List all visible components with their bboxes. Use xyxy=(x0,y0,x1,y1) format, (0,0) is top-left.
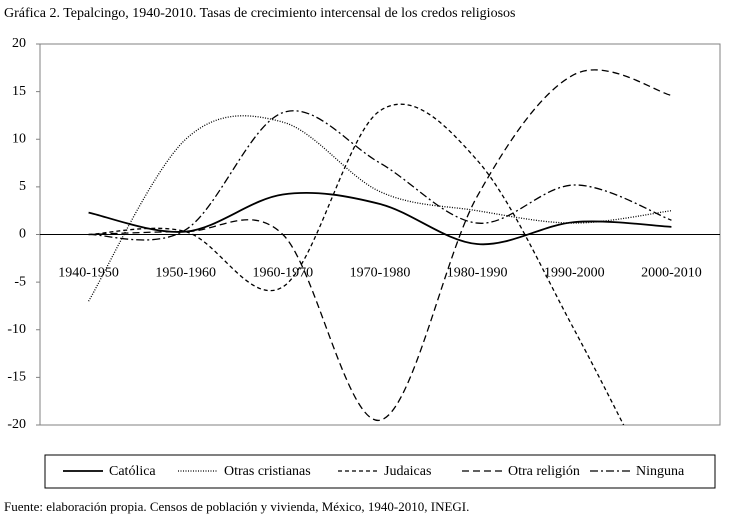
legend-label: Otra religión xyxy=(508,464,580,479)
y-tick-label: 0 xyxy=(19,227,26,242)
x-tick-label: 1980-1990 xyxy=(447,266,508,281)
source-note: Fuente: elaboración propia. Censos de po… xyxy=(4,499,469,514)
series-line xyxy=(88,110,672,241)
x-tick-label: 1990-2000 xyxy=(544,266,605,281)
y-tick-label: 20 xyxy=(12,36,26,51)
x-tick-label: 1940-1950 xyxy=(58,266,119,281)
y-tick-label: -20 xyxy=(7,417,26,432)
legend-label: Ninguna xyxy=(636,464,685,479)
y-tick-label: 5 xyxy=(19,179,26,194)
legend-label: Judaicas xyxy=(384,464,431,479)
series-line xyxy=(88,103,625,425)
chart-title: Gráfica 2. Tepalcingo, 1940-2010. Tasas … xyxy=(4,6,515,21)
series-line xyxy=(88,115,672,302)
y-tick-label: 10 xyxy=(12,131,26,146)
x-tick-label: 1970-1980 xyxy=(350,266,411,281)
y-tick-label: -10 xyxy=(7,322,26,337)
series-line xyxy=(88,69,672,421)
y-tick-label: -15 xyxy=(7,370,26,385)
x-tick-label: 1950-1960 xyxy=(155,266,216,281)
x-tick-label: 1960-1970 xyxy=(253,266,314,281)
series-line xyxy=(88,192,672,246)
y-tick-label: 15 xyxy=(12,84,26,99)
legend-label: Otras cristianas xyxy=(224,464,311,479)
y-tick-label: -5 xyxy=(14,274,26,289)
legend-frame xyxy=(44,454,716,489)
legend-label: Católica xyxy=(109,464,156,479)
x-tick-label: 2000-2010 xyxy=(641,266,702,281)
